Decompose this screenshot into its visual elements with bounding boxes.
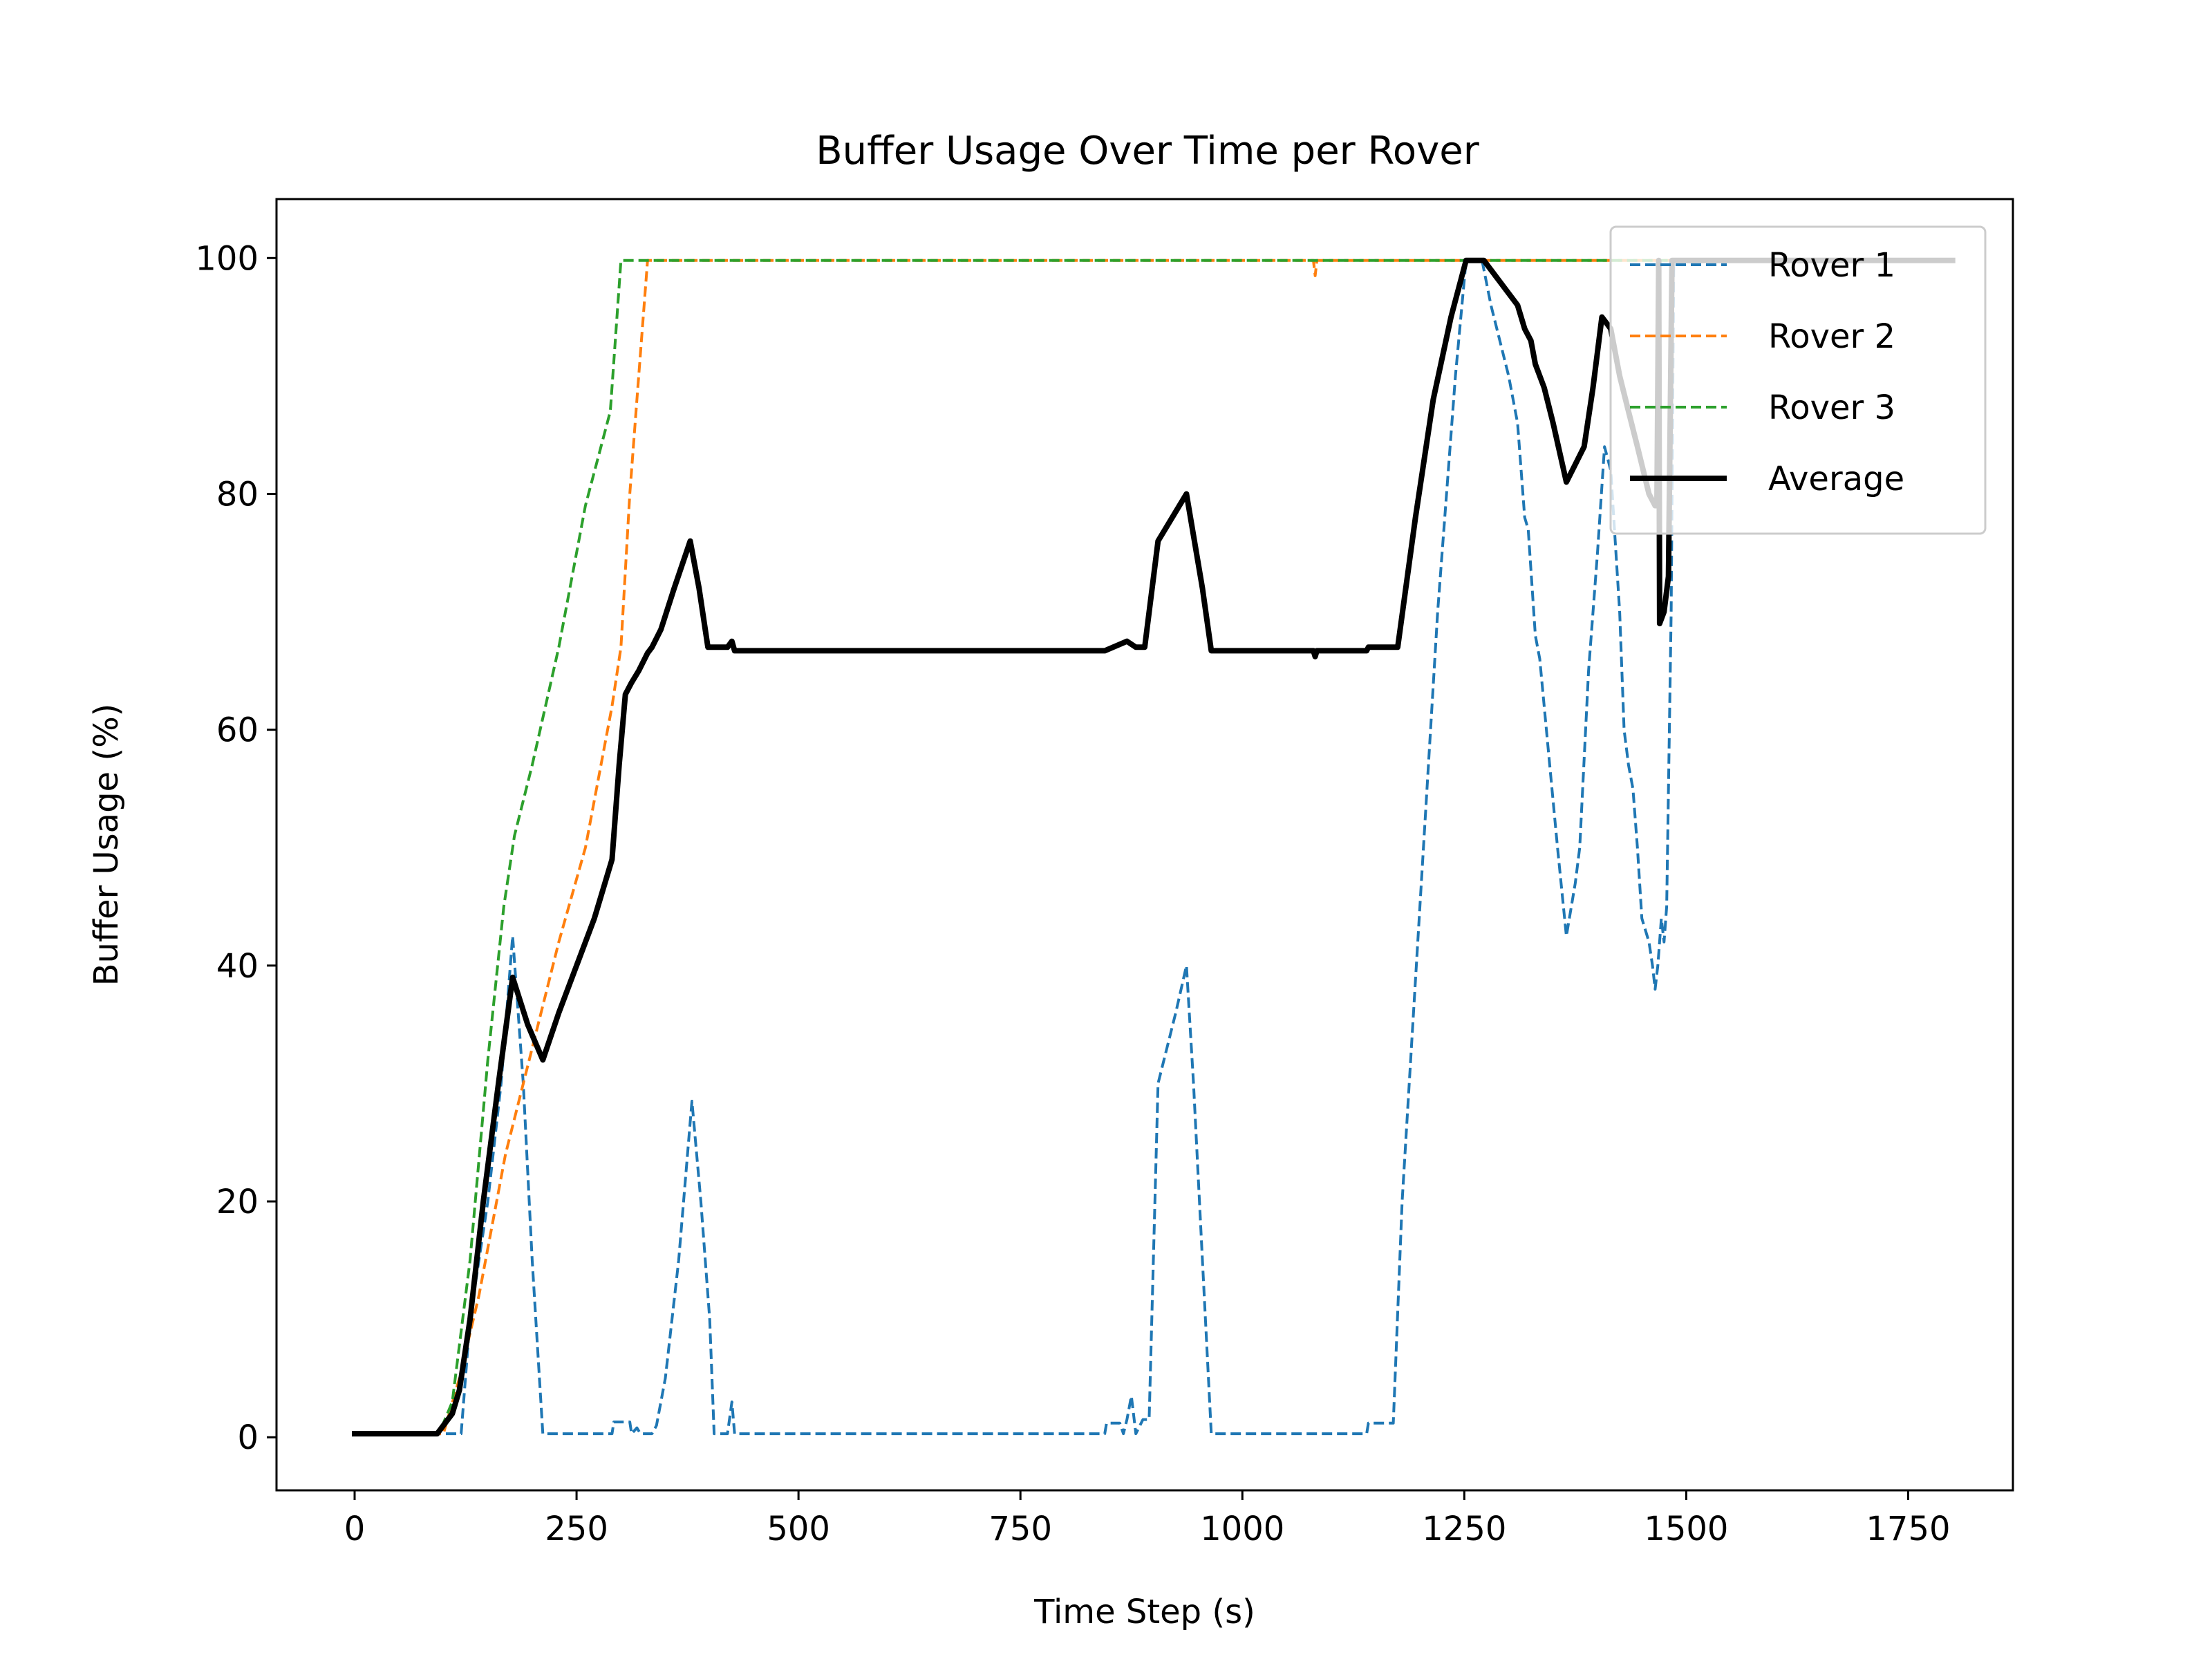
x-tick-label: 0 — [344, 1510, 366, 1548]
legend: Rover 1 Rover 2 Rover 3 Average — [1609, 225, 1987, 535]
x-tick-label: 1000 — [1200, 1510, 1284, 1548]
series-line-rover-2 — [355, 259, 1953, 1436]
x-tick-label: 1500 — [1644, 1510, 1728, 1548]
x-tick-label: 750 — [988, 1510, 1052, 1548]
y-tick-label: 100 — [195, 239, 259, 278]
x-axis-label: Time Step (s) — [1033, 1593, 1255, 1631]
y-axis-label: Buffer Usage (%) — [87, 704, 126, 986]
x-tick-label: 250 — [545, 1510, 608, 1548]
x-axis: 0 250 500 750 1000 1250 1500 1750 — [344, 1490, 1951, 1548]
series-line-rover-3 — [355, 259, 1953, 1436]
y-axis: 0 20 40 60 80 100 — [195, 239, 276, 1457]
y-tick-label: 20 — [216, 1183, 259, 1221]
legend-label-average: Average — [1768, 460, 1904, 498]
y-tick-label: 60 — [216, 711, 259, 750]
y-tick-label: 80 — [216, 475, 259, 514]
chart-title: Buffer Usage Over Time per Rover — [816, 129, 1479, 174]
plot-frame — [275, 198, 2014, 1492]
legend-label-rover-1: Rover 1 — [1768, 246, 1895, 285]
y-tick-label: 40 — [216, 947, 259, 986]
x-tick-label: 1750 — [1866, 1510, 1950, 1548]
series-line-rover-1 — [355, 259, 1953, 1436]
legend-box — [1609, 225, 1987, 535]
legend-label-rover-3: Rover 3 — [1768, 388, 1895, 427]
y-tick-label: 0 — [237, 1418, 259, 1457]
x-tick-label: 500 — [767, 1510, 830, 1548]
legend-label-rover-2: Rover 2 — [1768, 317, 1895, 356]
x-tick-label: 1250 — [1422, 1510, 1506, 1548]
